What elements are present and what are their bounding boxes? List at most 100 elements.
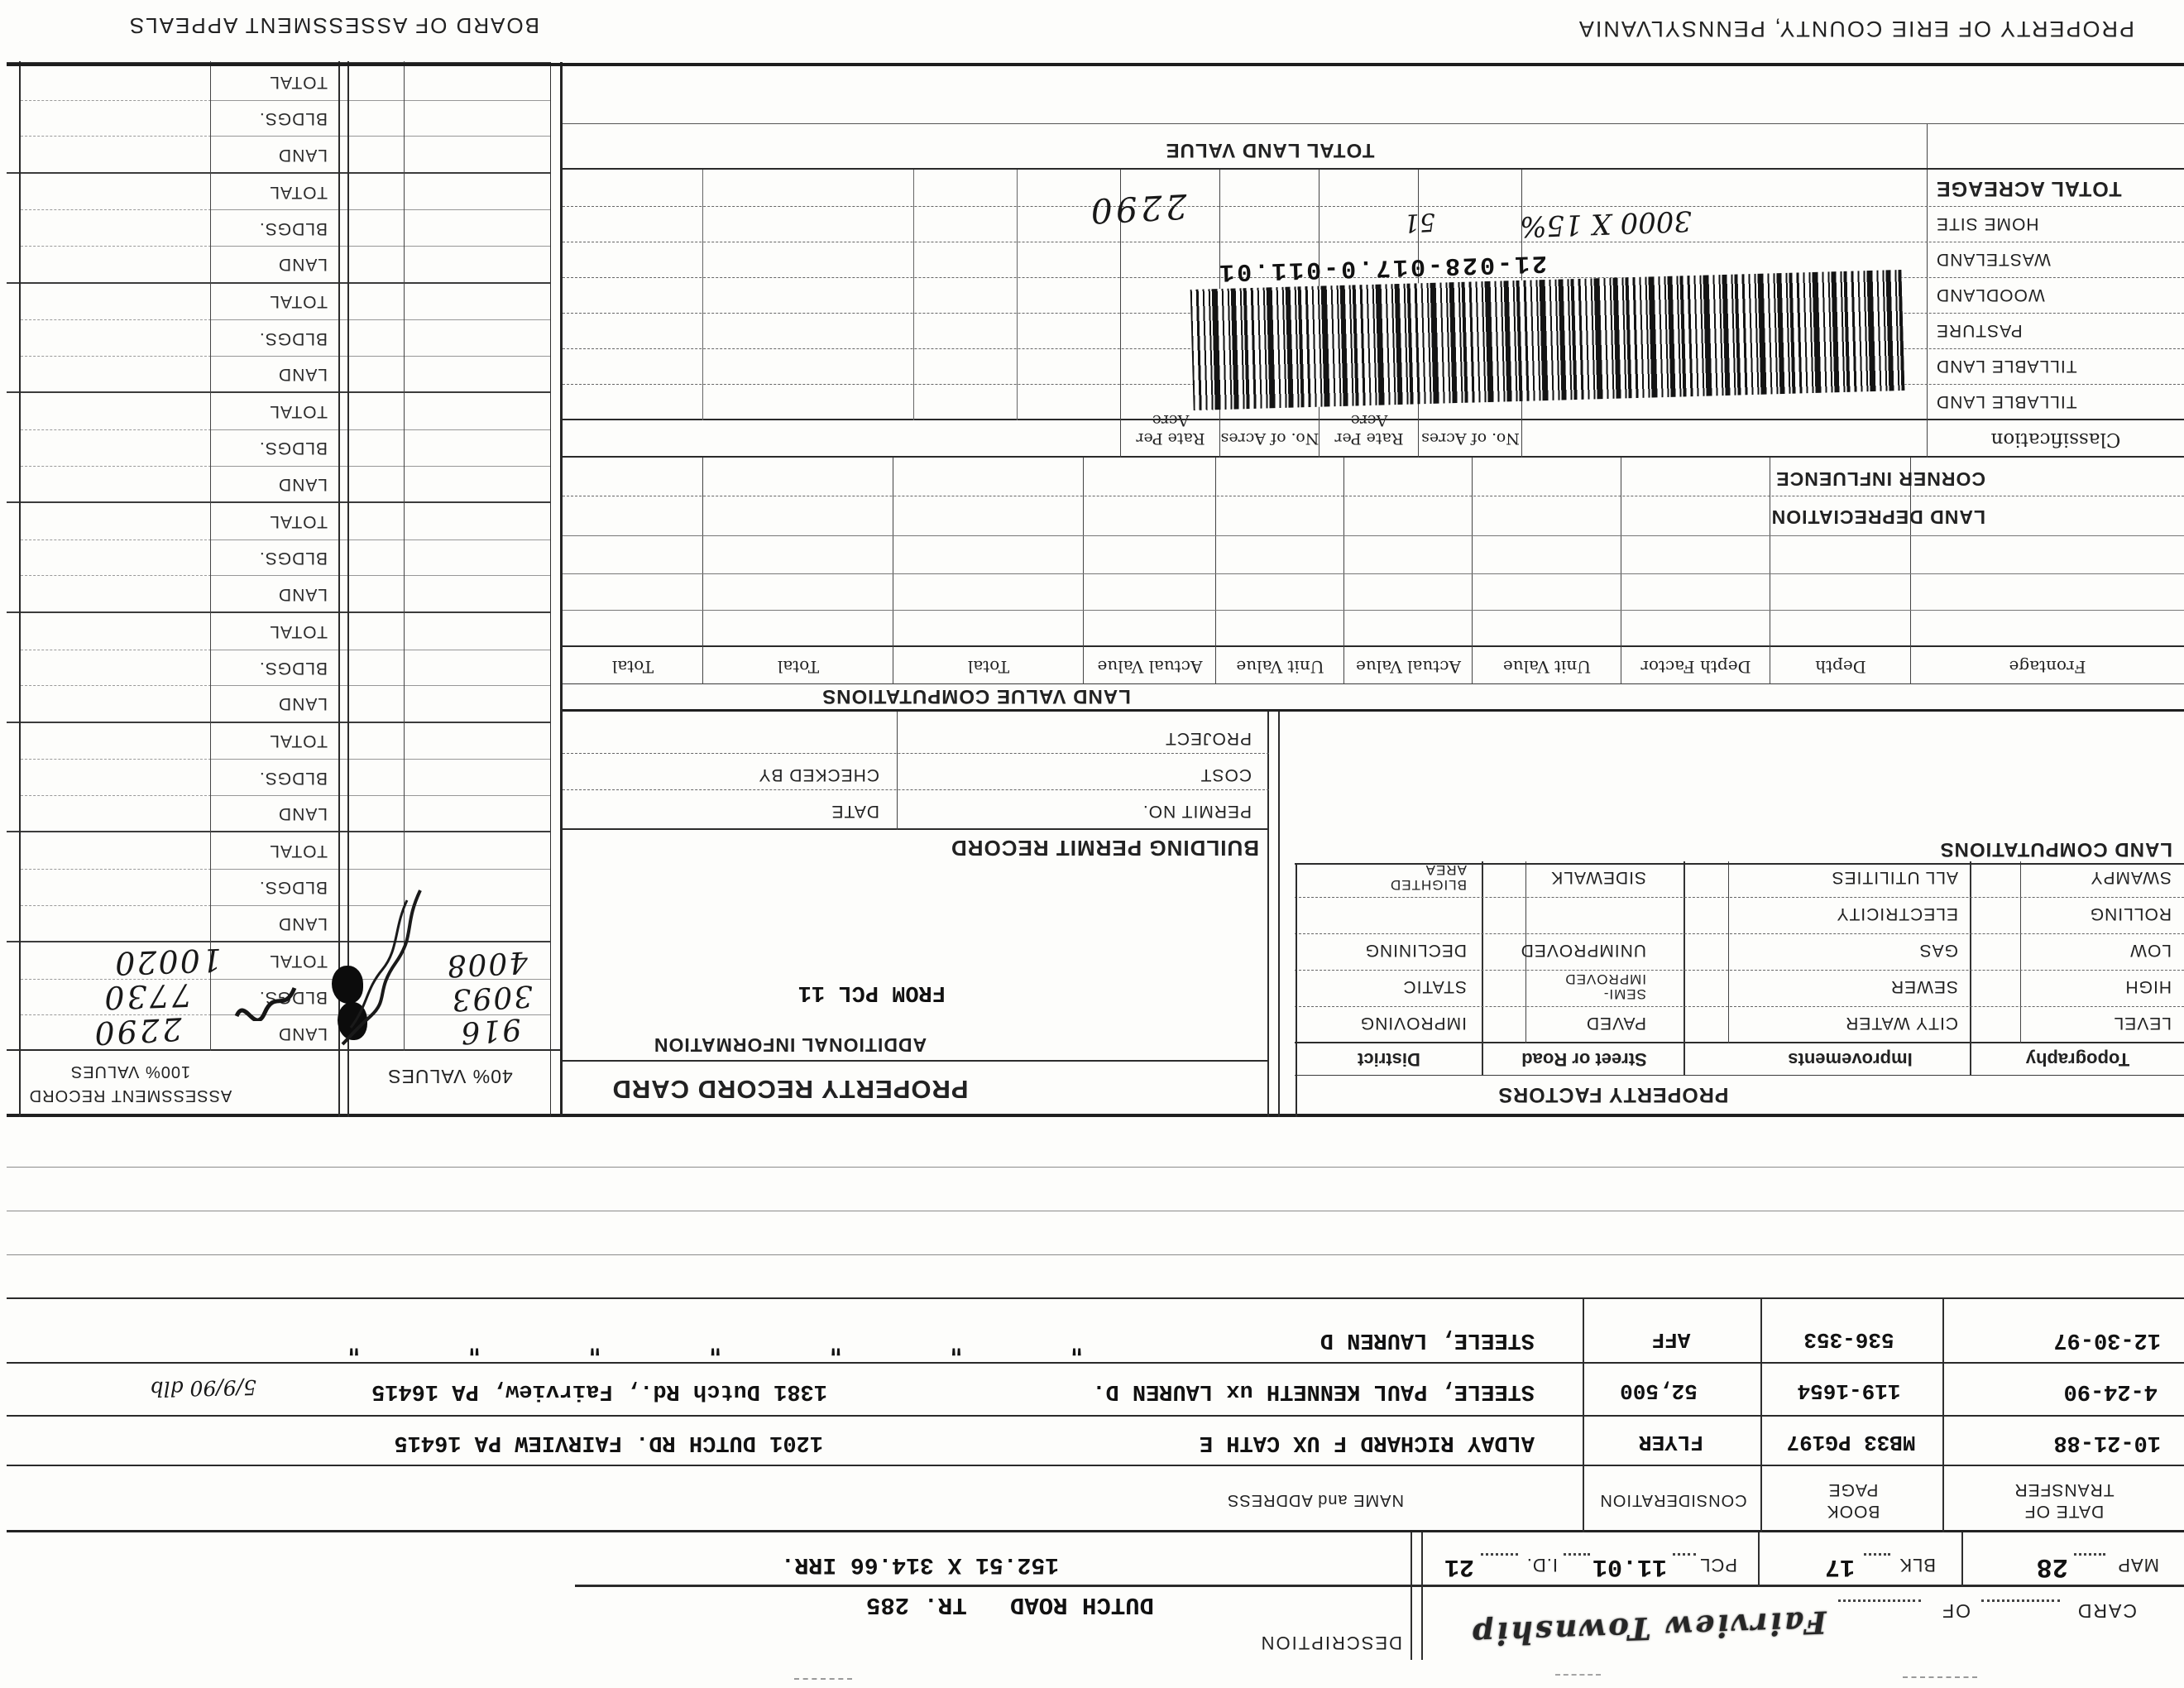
factor-item: DECLINING xyxy=(1364,941,1467,960)
factor-item: LOW xyxy=(2129,941,2172,960)
grid-line xyxy=(563,753,1269,754)
permit-date-label: DATE xyxy=(831,802,879,821)
rule xyxy=(7,1167,2184,1168)
total-label: TOTAL xyxy=(269,402,328,422)
grid-line xyxy=(1728,861,1729,1043)
col-unit-value-2: Unit Value xyxy=(1236,657,1324,677)
transfer-consideration: 52,500 xyxy=(1620,1379,1698,1403)
col-total-2: Total xyxy=(777,657,820,677)
value-40-cell xyxy=(405,613,551,650)
description-line2: 152.51 X 314.66 IRR. xyxy=(780,1551,1059,1577)
assessment-row-total: TOTAL xyxy=(7,503,551,539)
scan-artifact xyxy=(1903,1676,1977,1678)
col-actual-value: Actual Value xyxy=(1356,657,1461,677)
acres-header-1: No. of Acres xyxy=(1421,429,1520,448)
map-label: MAP xyxy=(2117,1555,2159,1575)
label-cell: BLDGS. xyxy=(211,869,349,905)
grid-line xyxy=(1083,458,1084,684)
factor-item: SWAMPY xyxy=(2090,868,2172,887)
class-row-label: HOME SITE xyxy=(1936,214,2039,233)
grid-line xyxy=(1017,170,1018,420)
rule-heavy xyxy=(7,1530,2184,1532)
label-cell: LAND xyxy=(211,685,349,722)
factor-item: SEWER xyxy=(1889,977,1958,996)
pcl-value: 11.01 xyxy=(1592,1552,1667,1580)
handwritten-total-land-value: 2290 xyxy=(1086,185,1189,232)
rule xyxy=(563,168,2184,170)
total-label: TOTAL xyxy=(269,842,328,861)
value-40-cell xyxy=(405,174,551,210)
margin-cell xyxy=(349,319,405,356)
factor-item: SIDEWALK xyxy=(1550,868,1646,887)
factor-item: PAVED xyxy=(1585,1014,1646,1033)
assessment-100-header: 100% VALUES xyxy=(69,1062,191,1081)
class-row-label: WOODLAND xyxy=(1936,285,2045,305)
total-label: TOTAL xyxy=(269,182,328,202)
rule xyxy=(575,1585,2184,1587)
factor-item: SEMI- IMPROVED xyxy=(1564,971,1646,1002)
grid-line xyxy=(1684,861,1685,1076)
margin-cell xyxy=(349,503,405,539)
label-cell: BLDGS. xyxy=(211,209,349,247)
assessment-row-land: LAND xyxy=(7,904,551,942)
block-edge xyxy=(1296,865,1297,1117)
rule xyxy=(7,1362,2184,1364)
factor-item: IMPROVING xyxy=(1359,1014,1467,1033)
assessment-row-land: LAND xyxy=(7,685,551,722)
dotted-leader xyxy=(1481,1553,1518,1556)
handwritten-bldgs-100: 7730 xyxy=(101,976,193,1016)
rule xyxy=(563,456,2184,458)
assessment-row-bldgs: BLDGS. xyxy=(7,759,551,795)
value-100-cell xyxy=(21,685,211,722)
rule xyxy=(563,1060,1269,1062)
value-100-cell xyxy=(21,246,211,282)
grid-line xyxy=(210,61,211,1051)
col-depth-factor: Depth Factor xyxy=(1640,657,1751,677)
assessment-row-total: TOTAL xyxy=(7,284,551,320)
id-label: I.D. xyxy=(1525,1555,1558,1575)
rule xyxy=(563,645,2184,647)
margin-cell xyxy=(349,465,405,502)
rate-header-1: Rate Per Acre xyxy=(1334,411,1404,448)
value-100-cell xyxy=(21,832,211,869)
col-unit-value: Unit Value xyxy=(1502,657,1592,677)
margin-cell xyxy=(349,613,405,650)
value-100-cell xyxy=(21,465,211,502)
dotted-leader xyxy=(1838,1599,1921,1602)
block-edge xyxy=(1278,712,1280,1117)
grid-line xyxy=(1910,458,1911,684)
margin-cell xyxy=(349,539,405,576)
margin-cell xyxy=(349,174,405,210)
ditto-marks: " " " " " " " xyxy=(343,1331,1084,1357)
value-40-cell xyxy=(405,723,551,760)
assessment-group: LAND BLDGS. TOTAL xyxy=(7,391,551,502)
rate-header-2: Rate Per Acre xyxy=(1136,411,1205,448)
permit-no-label: PERMIT NO. xyxy=(1142,802,1252,821)
handwritten-home-site-note: 3000 X 15% xyxy=(1519,204,1693,243)
col-actual-value-2: Actual Value xyxy=(1097,657,1203,677)
handwritten-total-40: 4008 xyxy=(444,944,529,983)
value-40-cell xyxy=(405,355,551,392)
block-edge xyxy=(550,62,551,1117)
bldgs-label: BLDGS. xyxy=(258,549,328,568)
label-cell: TOTAL xyxy=(211,942,349,979)
cell-line xyxy=(1758,1532,1760,1587)
assessment-row-total: TOTAL xyxy=(7,393,551,429)
value-100-cell xyxy=(21,429,211,466)
assessment-row-bldgs: BLDGS. xyxy=(7,319,551,356)
label-cell: TOTAL xyxy=(211,723,349,760)
factor-item: UNIMPROVED xyxy=(1520,941,1646,960)
name-address-header: NAME and ADDRESS xyxy=(1227,1491,1404,1509)
label-cell: TOTAL xyxy=(211,284,349,320)
transfer-book: 536-353 xyxy=(1803,1327,1894,1352)
factor-item: BLIGHTED AREA xyxy=(1389,862,1467,893)
label-cell: LAND xyxy=(211,355,349,392)
assessment-group: LAND BLDGS. TOTAL xyxy=(7,501,551,611)
value-40-cell xyxy=(405,99,551,137)
scan-artifact xyxy=(794,1678,852,1680)
value-100-cell xyxy=(21,649,211,686)
blk-value: 17 xyxy=(1824,1552,1855,1580)
grid-line xyxy=(1472,458,1473,684)
label-cell: BLDGS. xyxy=(211,429,349,466)
divider xyxy=(1410,1532,1412,1660)
